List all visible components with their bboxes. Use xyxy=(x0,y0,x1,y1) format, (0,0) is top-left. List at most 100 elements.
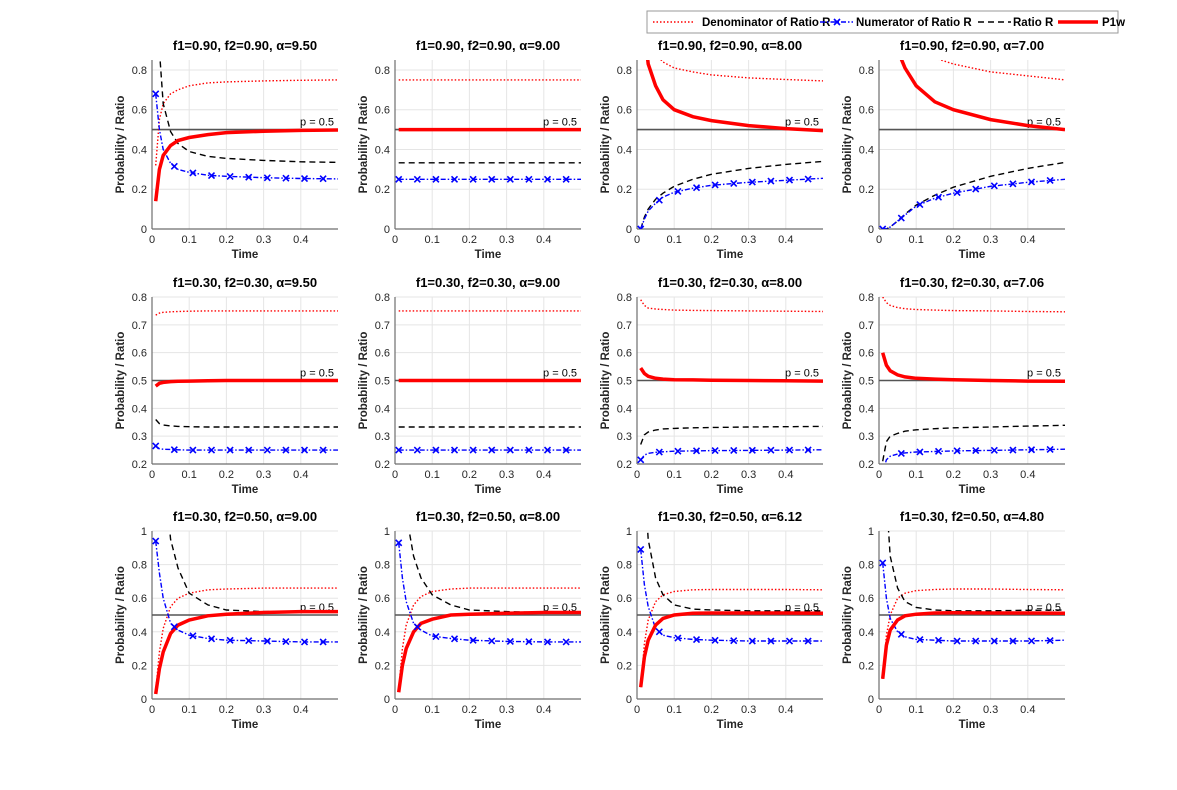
x-axis-label: Time xyxy=(232,249,259,261)
y-tick-label: 0 xyxy=(141,224,147,236)
x-tick-label: 0.2 xyxy=(946,469,961,481)
marker-num xyxy=(152,90,160,98)
marker-num xyxy=(711,636,719,644)
series-den xyxy=(882,588,1065,679)
y-tick-label: 0.8 xyxy=(859,65,874,77)
legend-marker xyxy=(833,18,841,26)
y-tick-label: 0.2 xyxy=(375,660,390,672)
y-axis-label: Probability / Ratio xyxy=(358,566,370,664)
marker-num xyxy=(748,446,756,454)
y-tick-label: 0 xyxy=(384,224,390,236)
marker-num xyxy=(637,225,645,229)
subplot-10: 0 0.1 0.2 0.3 0.400.20.40.60.81p = 0.5f1=0.3… xyxy=(358,509,581,731)
x-tick-label: 0.4 xyxy=(293,234,308,246)
marker-num xyxy=(637,545,645,554)
marker-num xyxy=(674,187,682,195)
y-tick-label: 0.3 xyxy=(617,431,632,443)
marker-num xyxy=(990,637,998,645)
x-tick-label: 0.2 xyxy=(219,234,234,246)
reference-label: p = 0.5 xyxy=(785,117,819,129)
y-tick-label: 0.2 xyxy=(375,459,390,471)
subplot-title: f1=0.90, f2=0.90, α=9.00 xyxy=(416,38,560,53)
subplot-title: f1=0.30, f2=0.50, α=8.00 xyxy=(416,509,560,524)
series-group xyxy=(637,531,823,688)
marker-num xyxy=(525,175,533,183)
y-tick-label: 0.4 xyxy=(132,627,147,639)
marker-num xyxy=(730,446,738,455)
marker-num xyxy=(916,448,924,456)
y-tick-label: 0.2 xyxy=(617,660,632,672)
series-group xyxy=(637,60,823,229)
x-tick-label: 0.4 xyxy=(1020,234,1035,246)
y-tick-label: 0.5 xyxy=(132,376,147,388)
marker-num xyxy=(767,446,775,454)
series-num xyxy=(640,449,823,461)
series-ratio xyxy=(155,419,338,428)
y-axis-label: Probability / Ratio xyxy=(600,566,612,664)
marker-num xyxy=(655,628,663,636)
x-tick-label: 0.2 xyxy=(462,704,477,716)
marker-num xyxy=(469,636,477,644)
marker-num xyxy=(990,182,998,190)
y-tick-label: 0.8 xyxy=(375,65,390,77)
x-axis-label: Time xyxy=(959,719,986,731)
y-tick-label: 0.4 xyxy=(132,144,147,156)
marker-num xyxy=(207,635,216,643)
y-tick-label: 0.8 xyxy=(859,560,874,572)
marker-num xyxy=(263,637,271,645)
x-tick-label: 0.3 xyxy=(499,704,514,716)
y-tick-label: 0.8 xyxy=(617,560,632,572)
y-tick-label: 0.2 xyxy=(859,660,874,672)
y-tick-label: 0.4 xyxy=(617,403,632,415)
x-tick-label: 0.1 xyxy=(425,704,440,716)
x-tick-label: 0.1 xyxy=(182,469,197,481)
y-tick-label: 0.8 xyxy=(132,292,147,304)
marker-num xyxy=(785,176,794,184)
y-tick-label: 0.8 xyxy=(375,560,390,572)
x-tick-label: 0.3 xyxy=(256,234,271,246)
marker-num xyxy=(207,446,216,454)
legend-label-num: Numerator of Ratio R xyxy=(856,17,972,29)
marker-num xyxy=(152,537,160,545)
marker-num xyxy=(488,446,496,454)
y-axis-label: Probability / Ratio xyxy=(358,96,370,194)
x-axis-label: Time xyxy=(959,484,986,496)
marker-num xyxy=(395,446,403,454)
marker-num xyxy=(432,632,440,641)
marker-num xyxy=(879,225,887,229)
x-tick-label: 0.3 xyxy=(983,704,998,716)
marker-num xyxy=(413,175,421,183)
x-tick-label: 0.3 xyxy=(499,469,514,481)
x-tick-label: 0.3 xyxy=(499,234,514,246)
series-num xyxy=(398,542,581,643)
marker-num xyxy=(767,637,775,645)
marker-num xyxy=(730,179,738,188)
marker-num xyxy=(506,637,514,645)
series-group xyxy=(395,531,581,693)
y-axis-label: Probability / Ratio xyxy=(600,96,612,194)
x-tick-label: 0.2 xyxy=(219,469,234,481)
marker-num xyxy=(282,174,290,182)
marker-num xyxy=(189,169,197,177)
x-tick-label: 0.2 xyxy=(946,704,961,716)
series-ratio xyxy=(640,425,823,445)
y-tick-label: 0.6 xyxy=(132,348,147,360)
marker-num xyxy=(395,539,403,547)
x-tick-label: 0.1 xyxy=(182,704,197,716)
marker-num xyxy=(300,446,309,454)
marker-num xyxy=(413,446,421,454)
x-axis-label: Time xyxy=(959,249,986,261)
x-tick-label: 0.3 xyxy=(256,704,271,716)
x-axis-label: Time xyxy=(717,484,744,496)
marker-num xyxy=(525,446,533,454)
y-tick-label: 0.5 xyxy=(617,376,632,388)
series-ratio xyxy=(882,424,1065,462)
x-axis-label: Time xyxy=(475,719,502,731)
series-num xyxy=(882,562,1065,642)
y-tick-label: 0.2 xyxy=(132,459,147,471)
x-tick-label: 0.1 xyxy=(667,469,682,481)
marker-num xyxy=(655,196,663,204)
marker-num xyxy=(711,181,719,189)
y-tick-label: 1 xyxy=(384,526,390,538)
x-tick-label: 0.1 xyxy=(667,234,682,246)
